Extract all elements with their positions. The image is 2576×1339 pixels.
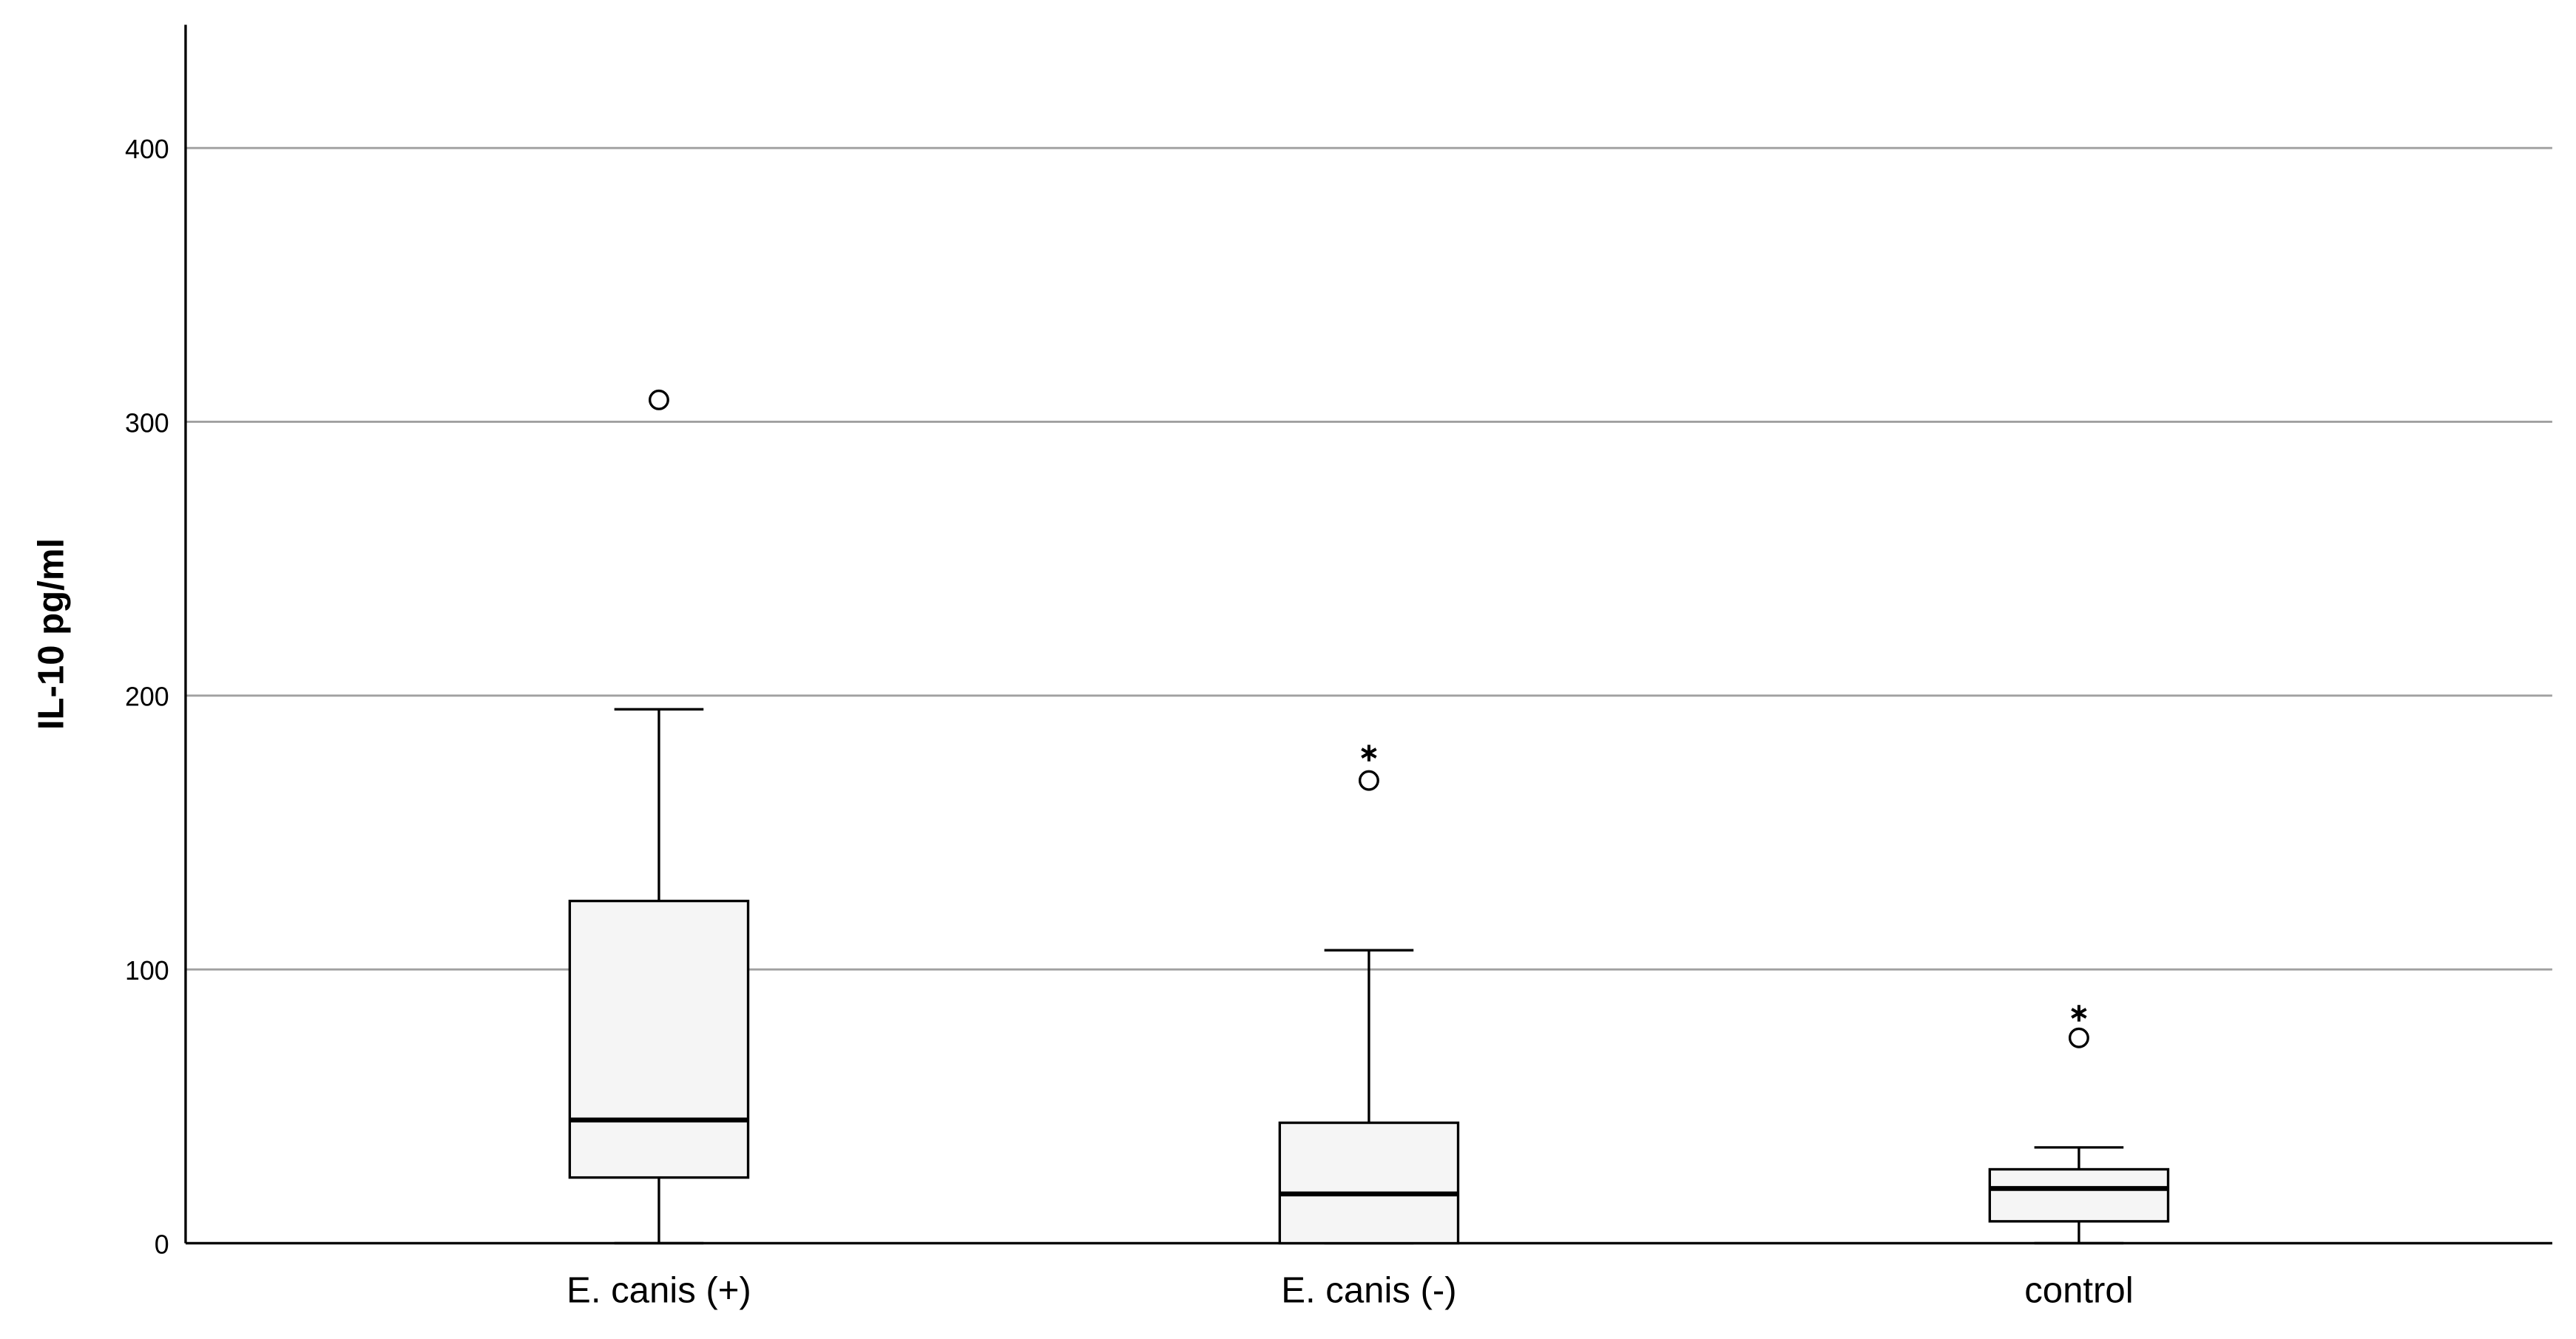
- y-tick-label: 200: [125, 682, 169, 712]
- y-tick-label: 300: [125, 408, 169, 438]
- outlier: [648, 389, 669, 410]
- x-tick-label: E. canis (+): [567, 1270, 751, 1310]
- extreme-outlier: [1361, 745, 1377, 762]
- x-tick-label: control: [2024, 1270, 2133, 1310]
- y-tick-label: 100: [125, 956, 169, 986]
- outlier: [2068, 1027, 2089, 1048]
- outlier: [1358, 770, 1379, 791]
- box: [1278, 1121, 1460, 1245]
- y-tick-label: 400: [125, 135, 169, 164]
- box: [1988, 1167, 2170, 1223]
- box: [568, 899, 750, 1179]
- x-tick-label: E. canis (-): [1281, 1270, 1456, 1310]
- y-axis-label: IL-10 pg/ml: [31, 538, 71, 730]
- y-tick-label: 0: [155, 1230, 169, 1259]
- extreme-outlier: [2071, 1005, 2087, 1022]
